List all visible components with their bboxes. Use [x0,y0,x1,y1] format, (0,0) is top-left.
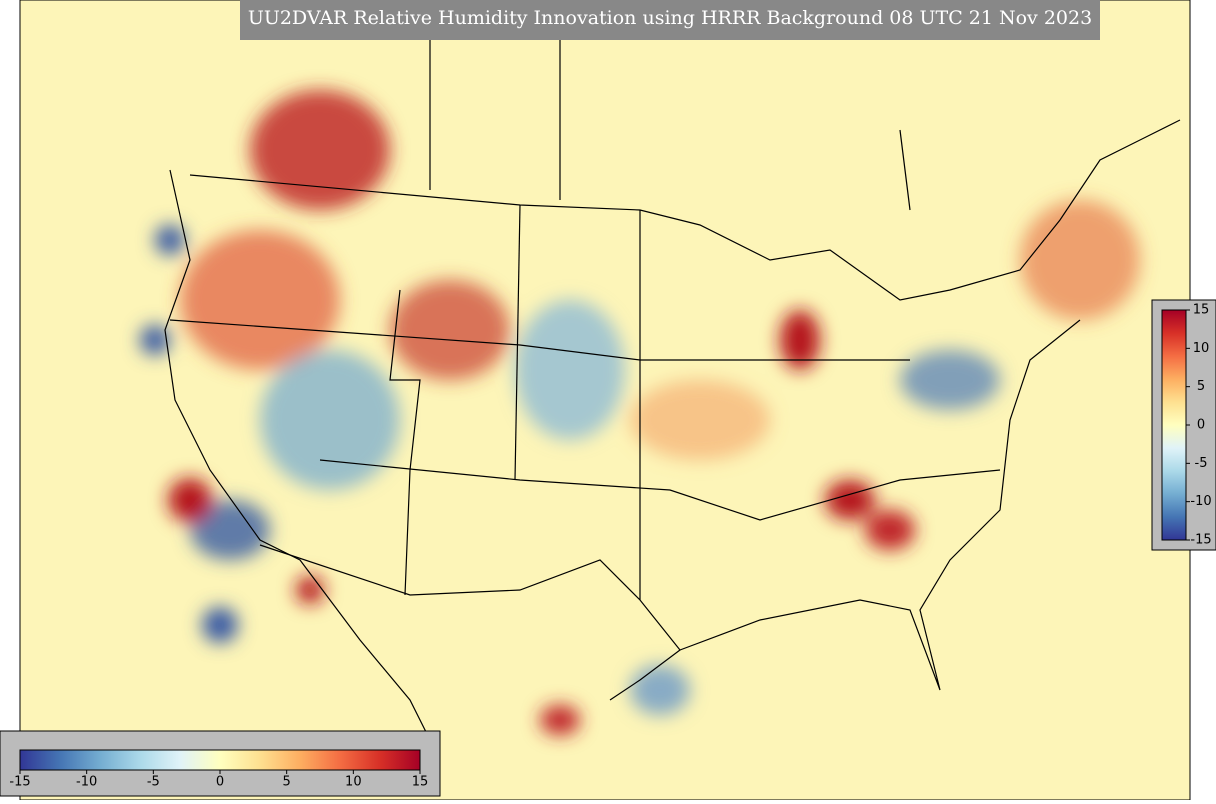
tick-label: -5 [1195,456,1208,471]
tick-label: 5 [1197,379,1205,394]
tick-label: 10 [1193,341,1210,356]
innovation-field [140,90,1140,735]
tick-label: 0 [1197,418,1205,433]
title-box [240,0,1100,40]
tick-label: 15 [412,775,429,790]
map-title: UU2DVAR Relative Humidity Innovation usi… [248,7,1092,29]
tick-label: 0 [216,775,224,790]
tick-label: 10 [345,775,362,790]
tick-label: -5 [147,775,160,790]
tick-label: 15 [1193,303,1210,318]
colorbar [1161,309,1187,541]
tick-label: -15 [1190,533,1211,548]
colorbar [19,749,421,771]
tick-label: -15 [9,775,30,790]
tick-label: -10 [76,775,97,790]
tick-label: 5 [283,775,291,790]
tick-label: -10 [1190,494,1211,509]
